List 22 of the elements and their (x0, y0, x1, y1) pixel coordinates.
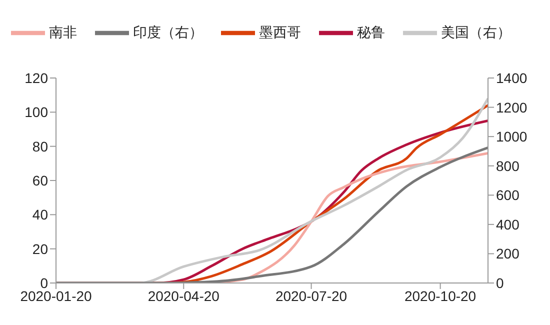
y-tick-label: 20 (32, 240, 48, 257)
x-tick-label: 2020-07-20 (275, 288, 348, 304)
legend-label: 印度（右） (133, 24, 203, 41)
y-tick-label: 40 (32, 206, 48, 223)
y-tick-label: 60 (32, 172, 48, 188)
legend-label: 墨西哥 (259, 24, 301, 41)
y2-tick-label: 1200 (496, 99, 528, 116)
y-tick-label: 80 (32, 138, 48, 154)
y2-tick-label: 1400 (496, 70, 528, 86)
y-tick-label: 100 (24, 104, 48, 120)
x-tick-label: 2020-04-20 (148, 288, 220, 304)
y2-tick-label: 0 (496, 274, 504, 291)
legend-label: 南非 (49, 24, 77, 41)
x-tick-label: 2020-10-20 (404, 288, 476, 304)
y-tick-label: 120 (24, 70, 48, 86)
y2-tick-label: 1000 (496, 128, 528, 145)
legend-label: 美国（右） (441, 24, 511, 41)
y2-tick-label: 400 (496, 216, 520, 232)
legend-label: 秘鲁 (357, 24, 385, 41)
y2-tick-label: 200 (496, 246, 520, 262)
y2-tick-label: 800 (496, 158, 520, 174)
y2-tick-label: 600 (496, 187, 520, 204)
